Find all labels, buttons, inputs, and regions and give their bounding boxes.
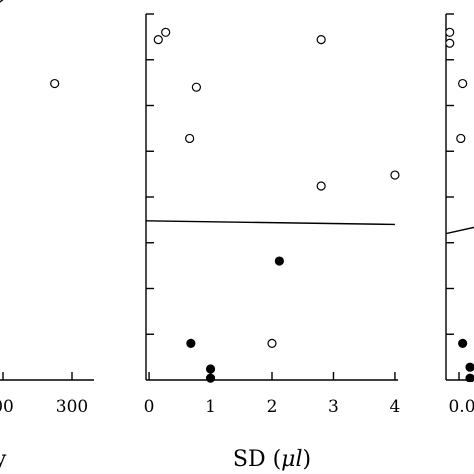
filled-data-point [465, 373, 474, 382]
x-axis-label-unit: μl [281, 447, 302, 472]
left-panel-x-tick-label: 00 [0, 397, 14, 417]
filled-data-point [205, 373, 216, 383]
x-axis-label-prefix: SD ( [233, 447, 281, 472]
open-data-point [153, 35, 163, 45]
left-panel: 00 300 y [0, 0, 94, 472]
middle-panel-x-axis-label: SD (μl) [233, 447, 311, 472]
open-data-point [161, 27, 171, 37]
open-data-point [316, 35, 326, 45]
middle-panel-x-tick-label: 0 [144, 397, 155, 417]
open-data-point [267, 338, 277, 348]
middle-panel-x-tick-label: 3 [328, 397, 339, 417]
open-data-point [446, 38, 455, 48]
middle-panel-x-tick-label: 1 [205, 397, 216, 417]
left-panel-x-axis-label-fragment: y [0, 447, 7, 472]
open-data-point [456, 133, 466, 144]
open-data-point [316, 181, 326, 191]
right-panel-x-tick-label: 0.0 [448, 397, 474, 417]
left-panel-x-tick-label: 300 [56, 397, 88, 417]
middle-panel-x-tick-label: 2 [267, 397, 278, 417]
open-data-point [458, 78, 468, 89]
fit-line [145, 220, 395, 226]
open-data-point [50, 78, 60, 89]
filled-data-point [186, 338, 196, 348]
filled-data-point [205, 364, 216, 374]
open-data-point [191, 82, 201, 92]
fit-line [446, 226, 474, 235]
open-data-point [185, 133, 195, 144]
middle-panel-x-tick-label: 4 [390, 397, 401, 417]
filled-data-point [458, 338, 468, 348]
right-panel: 0.0 [445, 13, 474, 417]
x-axis-label-suffix: ) [303, 447, 312, 472]
open-data-point [446, 27, 455, 37]
fit-line [0, 0, 4, 3]
open-data-point [390, 170, 400, 180]
filled-data-point [465, 362, 474, 372]
filled-data-point [274, 256, 284, 266]
middle-panel: 0 1 2 3 4 SD (μl) [144, 13, 401, 472]
